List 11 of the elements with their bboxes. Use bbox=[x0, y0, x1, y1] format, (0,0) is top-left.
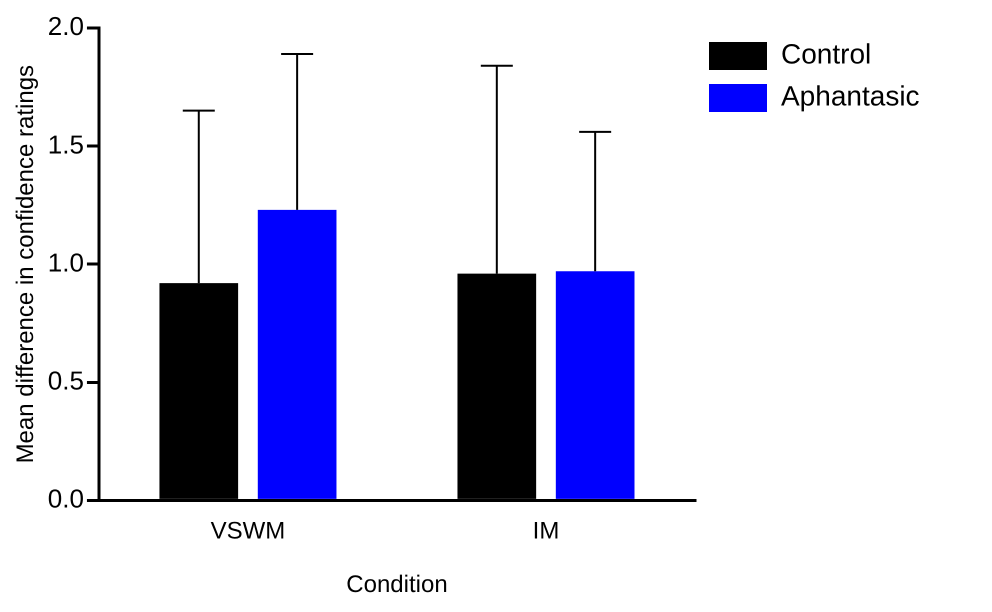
legend-label: Control bbox=[781, 38, 872, 70]
y-tick-label: 1.5 bbox=[48, 129, 84, 160]
x-tick-label: VSWM bbox=[210, 517, 286, 544]
y-tick-label: 0.5 bbox=[48, 365, 84, 396]
y-axis-title: Mean difference in confidence ratings bbox=[12, 64, 40, 464]
y-tick-label: 1.0 bbox=[48, 247, 84, 278]
x-axis-title: Condition bbox=[346, 571, 448, 598]
x-tick-label: IM bbox=[532, 517, 560, 544]
y-tick-label: 2.0 bbox=[48, 11, 84, 42]
legend-label: Aphantasic bbox=[781, 80, 920, 112]
y-tick-label: 0.0 bbox=[48, 484, 84, 514]
